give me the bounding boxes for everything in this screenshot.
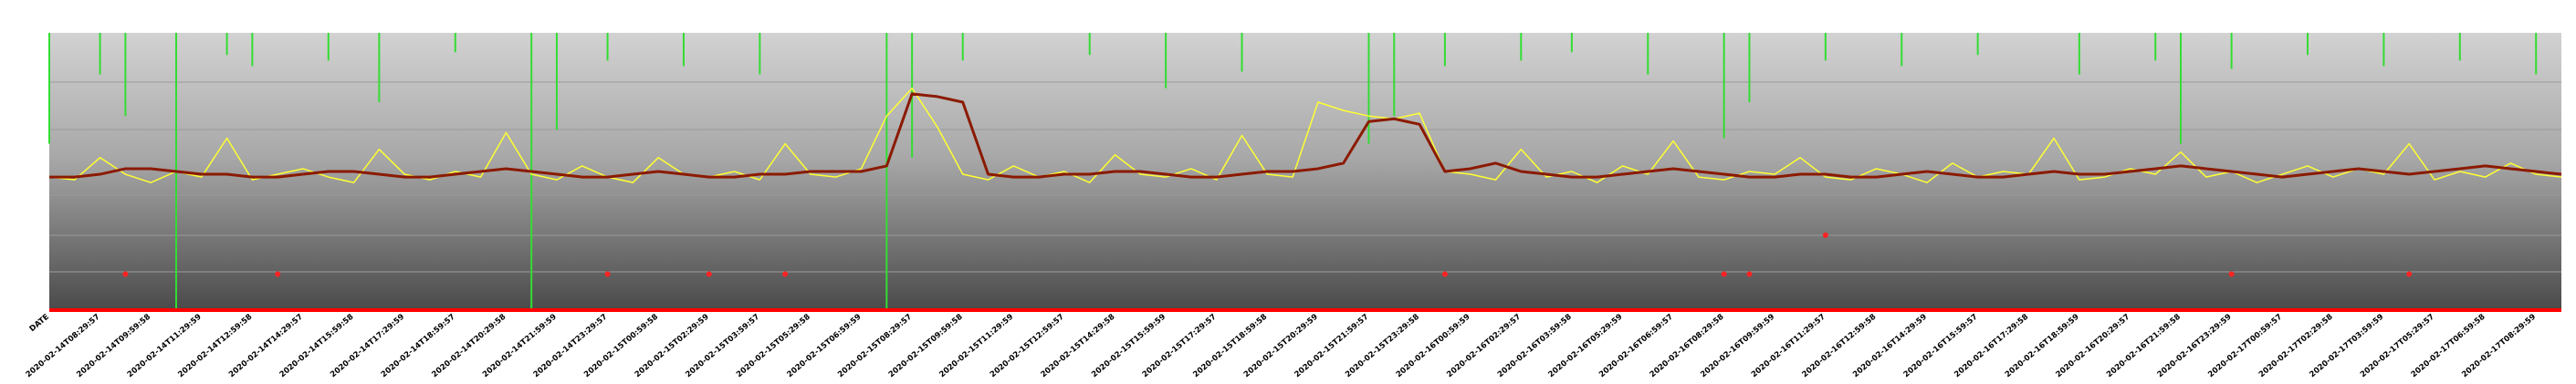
- marks: [48, 33, 2562, 310]
- x-tick-label: DATE: [28, 313, 51, 335]
- dot: [1721, 271, 1727, 277]
- grid: [49, 81, 2561, 273]
- dot: [1822, 232, 1828, 238]
- plot-area: [49, 33, 2561, 310]
- line: [49, 92, 2562, 179]
- dot: [706, 271, 712, 277]
- line: [48, 88, 2562, 183]
- dot: [782, 271, 789, 277]
- dot: [604, 271, 611, 277]
- x-labels: DATE2020-02-14T08:29:572020-02-14T09:59:…: [25, 313, 2539, 380]
- dot: [2406, 271, 2413, 277]
- dot: [275, 271, 281, 277]
- dot: [122, 271, 129, 277]
- dot: [2228, 271, 2235, 277]
- dot: [1441, 271, 1448, 277]
- dot: [1746, 271, 1753, 277]
